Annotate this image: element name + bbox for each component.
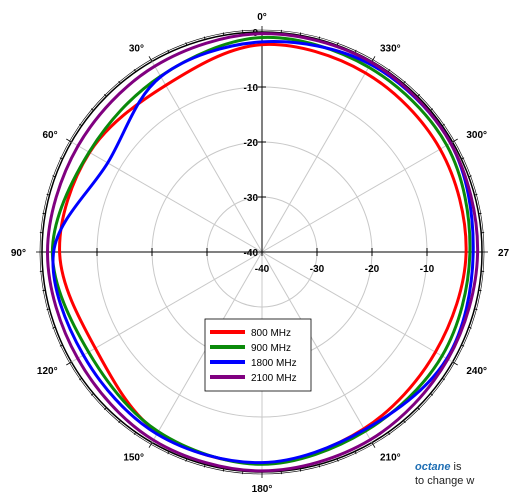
angle-tick-mark <box>474 193 478 196</box>
angle-tick-mark <box>387 431 391 435</box>
angle-tick-mark <box>90 393 94 396</box>
angle-tick-mark <box>46 308 50 311</box>
angle-tick-mark <box>42 289 46 292</box>
angle-tick-mark <box>441 377 445 381</box>
angle-tick-mark <box>299 468 302 472</box>
grid-spoke <box>261 251 453 363</box>
angle-tick-mark <box>79 123 83 127</box>
angle-tick-mark <box>354 49 357 53</box>
angle-tick-mark <box>336 42 339 46</box>
grid-spoke <box>261 141 453 253</box>
legend-entry: 2100 MHz <box>251 373 297 384</box>
angle-tick-mark <box>185 42 188 46</box>
angle-tick-mark <box>66 138 72 143</box>
series-line-2100-mhz <box>45 32 480 473</box>
angle-tick-mark <box>52 175 56 178</box>
angle-tick-mark <box>167 49 170 53</box>
angle-tick-mark <box>167 451 170 455</box>
radial-tick-label: -40 <box>244 248 259 259</box>
angle-tick-mark <box>474 308 478 311</box>
legend-entry: 800 MHz <box>251 328 291 339</box>
angle-tick-mark <box>387 69 391 73</box>
angle-tick-mark <box>452 138 458 143</box>
angle-tick-mark <box>441 123 445 127</box>
angle-tick-mark <box>59 344 63 347</box>
angle-tick-label: 210° <box>380 452 401 463</box>
angle-tick-mark <box>203 36 206 40</box>
series-line-900-mhz <box>50 35 472 466</box>
angle-tick-mark <box>403 80 406 84</box>
tick-ring <box>39 29 485 475</box>
grid-spoke <box>71 251 263 363</box>
angle-tick-mark <box>148 56 153 62</box>
angle-tick-mark <box>133 431 137 435</box>
angle-tick-mark <box>461 157 465 160</box>
angle-tick-mark <box>318 464 321 468</box>
angle-tick-mark <box>318 36 321 40</box>
angle-tick-mark <box>66 361 72 366</box>
angle-tick-mark <box>430 393 434 396</box>
angle-tick-mark <box>104 94 107 97</box>
angle-tick-label: 180° <box>252 484 273 495</box>
horizontal-tick-label: -20 <box>365 264 380 275</box>
angle-tick-mark <box>452 361 458 366</box>
angle-tick-mark <box>104 407 107 410</box>
horizontal-tick-label: -10 <box>420 264 435 275</box>
angle-tick-mark <box>42 212 46 215</box>
grid-spoke <box>71 141 263 253</box>
brand-name: octane <box>415 461 451 473</box>
angle-tick-label: 0° <box>257 12 267 23</box>
angle-tick-label: 150° <box>123 452 144 463</box>
angle-tick-mark <box>468 175 472 178</box>
angle-tick-mark <box>148 442 153 448</box>
radial-tick-label: -30 <box>244 193 259 204</box>
angle-tick-mark <box>46 193 50 196</box>
grid-spoke <box>261 251 373 443</box>
angle-tick-mark <box>478 289 482 292</box>
angle-tick-mark <box>417 407 420 410</box>
angle-tick-mark <box>79 377 83 381</box>
angle-tick-label: 300° <box>466 130 487 141</box>
angle-tick-mark <box>461 344 465 347</box>
angle-tick-mark <box>222 32 225 36</box>
angle-tick-mark <box>90 108 94 111</box>
angle-tick-mark <box>222 468 225 472</box>
radial-tick-label: -20 <box>244 138 259 149</box>
angle-tick-mark <box>417 94 420 97</box>
angle-tick-mark <box>59 157 63 160</box>
angle-tick-mark <box>203 464 206 468</box>
angle-tick-mark <box>118 420 121 424</box>
angle-tick-label: 240° <box>466 366 487 377</box>
radial-tick-label: -10 <box>244 83 259 94</box>
angle-tick-mark <box>185 458 188 462</box>
angle-tick-label: 120° <box>37 366 58 377</box>
angle-tick-mark <box>371 442 376 448</box>
horizontal-tick-label: -40 <box>255 264 270 275</box>
angle-tick-mark <box>371 56 376 62</box>
angle-tick-mark <box>430 108 434 111</box>
footer-text-line2: to change w <box>415 475 475 487</box>
angle-tick-mark <box>468 326 472 329</box>
angle-tick-label: 270° <box>498 248 509 259</box>
angle-tick-mark <box>299 32 302 36</box>
angle-tick-mark <box>118 80 121 84</box>
angle-tick-mark <box>336 458 339 462</box>
angle-tick-mark <box>403 420 406 424</box>
angle-tick-label: 30° <box>129 44 144 55</box>
legend-entry: 1800 MHz <box>251 358 297 369</box>
horizontal-tick-label: -30 <box>310 264 325 275</box>
angle-tick-mark <box>52 326 56 329</box>
angle-tick-label: 330° <box>380 44 401 55</box>
angle-tick-mark <box>478 212 482 215</box>
footer-text-line1: is <box>450 461 462 473</box>
legend-entry: 900 MHz <box>251 343 291 354</box>
footer-note: octane is to change w <box>415 460 509 488</box>
grid-spoke <box>261 61 373 253</box>
angle-tick-mark <box>133 69 137 73</box>
angle-tick-mark <box>354 451 357 455</box>
angle-tick-label: 60° <box>42 130 57 141</box>
grid-spoke <box>151 61 263 253</box>
angle-tick-label: 90° <box>11 248 26 259</box>
